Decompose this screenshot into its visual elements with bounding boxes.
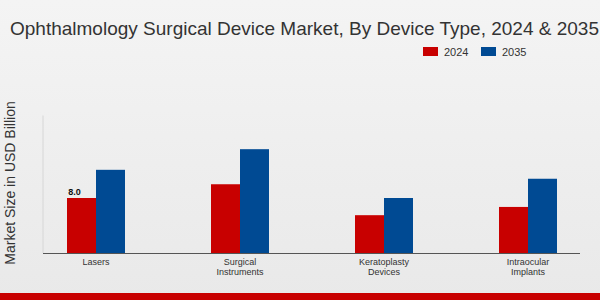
x-tick-label: Lasers [82,257,110,267]
bar [240,149,269,253]
bar [211,184,240,253]
x-tick-label-line: Intraocular [507,257,550,267]
x-tick-label-line: Devices [368,267,401,277]
legend-swatch [423,47,438,56]
data-labels: 8.0 [68,187,81,197]
bar [528,179,557,253]
bar [355,215,384,253]
legend-swatch [481,47,496,56]
chart: Ophthalmology Surgical Device Market, By… [0,0,600,300]
bar [96,170,125,253]
x-tick-label-line: Lasers [82,257,110,267]
bars [67,149,557,253]
x-tick-label: SurgicalInstruments [216,257,264,277]
x-tick-label: IntraocularImplants [507,257,550,277]
bar [499,207,528,253]
x-tick-label-line: Implants [511,267,546,277]
x-tick-label-line: Keratoplasty [359,257,410,267]
x-tick-label-line: Instruments [216,267,264,277]
y-axis-label: Market Size in USD Billion [2,101,18,264]
legend-label: 2024 [444,46,468,58]
x-tick-label-line: Surgical [224,257,257,267]
footer-stripe [0,293,600,300]
y-axis-line [43,116,44,254]
title: Ophthalmology Surgical Device Market, By… [10,18,599,39]
legend-label: 2035 [502,46,526,58]
data-label: 8.0 [68,187,81,197]
x-axis-line [43,253,580,254]
bar [67,198,96,253]
x-tick-label: KeratoplastyDevices [359,257,410,277]
bar [384,198,413,253]
